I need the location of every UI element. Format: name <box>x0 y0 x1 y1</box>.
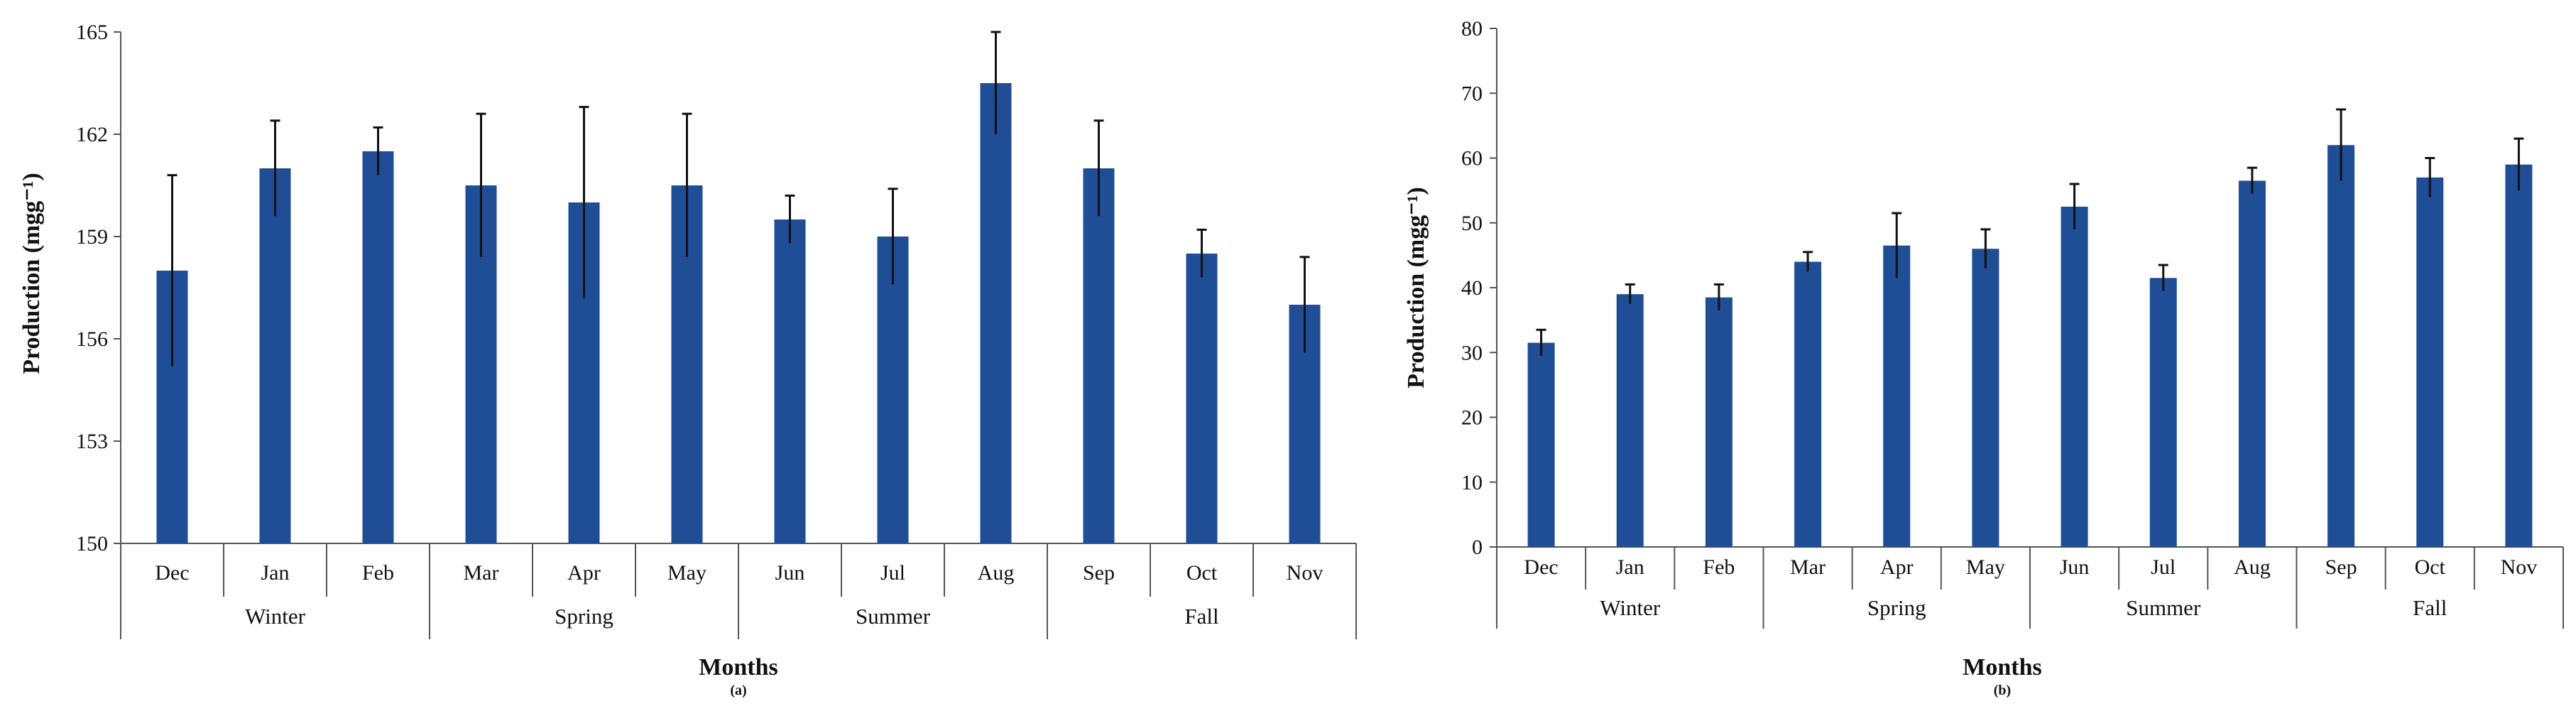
bar-may <box>1972 249 1999 547</box>
bar-jan <box>1616 294 1644 547</box>
y-tick-label: 80 <box>1461 17 1483 40</box>
bar-aug <box>2238 180 2266 547</box>
x-tick-label: May <box>667 561 706 585</box>
chart-b: Production (mgg⁻¹) Months (b) 0 10 20 30 40 5… <box>1403 17 2564 698</box>
bar-jul <box>877 237 909 543</box>
x-tick-label: Jan <box>261 561 290 585</box>
x-tick-label: May <box>1966 555 2005 579</box>
bar-jan <box>259 168 291 543</box>
group-label-summer: Summer <box>2126 595 2201 620</box>
chart-b-axes <box>1490 28 2564 629</box>
x-tick-label: Jul <box>880 561 905 585</box>
x-tick-label: Oct <box>1186 561 1218 585</box>
bar-jul <box>2149 278 2177 547</box>
x-tick-label: Jul <box>2151 555 2176 579</box>
bar-feb <box>362 151 394 543</box>
chart-a: Production (mgg⁻¹) Months (a) 1501531561… <box>18 21 1357 698</box>
bar-oct <box>2416 177 2444 547</box>
x-tick-label: Jan <box>1616 555 1644 579</box>
x-tick-label: Mar <box>464 561 499 585</box>
chart-b-labels: 0 10 20 30 40 50 60 70 80 Dec Jan Feb Mar Apr May Jun Ju… <box>1461 17 2537 620</box>
x-tick-label: Sep <box>1083 561 1115 585</box>
chart-a-axes <box>114 31 1357 639</box>
bar-feb <box>1705 297 1732 547</box>
x-tick-label: Mar <box>1790 555 1825 579</box>
x-tick-label: Jun <box>775 561 805 585</box>
x-tick-label: Oct <box>2415 555 2446 579</box>
y-tick-label: 60 <box>1461 147 1483 170</box>
bar-oct <box>1186 254 1218 543</box>
bar-jun <box>774 219 806 543</box>
y-tick-label: 153 <box>76 430 108 453</box>
bar-apr <box>1883 245 1911 547</box>
x-tick-label: Feb <box>362 561 394 585</box>
group-label-spring: Spring <box>555 604 613 629</box>
y-tick-label: 150 <box>76 532 108 555</box>
chart-a-xlabel: Months <box>699 654 777 680</box>
y-tick-label: 20 <box>1461 406 1483 430</box>
y-tick-label: 40 <box>1461 276 1483 300</box>
x-tick-label: Dec <box>1524 555 1558 579</box>
chart-a-panel-label: (a) <box>730 683 746 698</box>
chart-a-ylabel: Production (mgg⁻¹) <box>18 173 45 374</box>
group-label-winter: Winter <box>1600 595 1661 620</box>
bar-mar <box>1794 261 1822 547</box>
x-tick-label: Feb <box>1703 555 1735 579</box>
x-tick-label: Apr <box>1880 555 1914 579</box>
chart-b-panel-label: (b) <box>1994 683 2011 698</box>
bar-nov <box>2505 164 2533 547</box>
bar-dec <box>1527 342 1555 547</box>
x-tick-label: Apr <box>567 561 601 585</box>
y-tick-label: 0 <box>1472 536 1483 559</box>
y-tick-label: 162 <box>76 123 108 146</box>
x-tick-label: Sep <box>2325 555 2357 579</box>
chart-b-bars <box>1527 108 2533 547</box>
x-tick-label: Aug <box>978 561 1015 585</box>
y-tick-label: 10 <box>1461 471 1483 494</box>
y-tick-label: 165 <box>76 21 108 44</box>
chart-b-xlabel: Months <box>1963 654 2041 680</box>
group-label-winter: Winter <box>245 604 306 629</box>
bar-jun <box>2061 206 2088 547</box>
x-tick-label: Nov <box>2501 555 2538 579</box>
group-label-spring: Spring <box>1867 595 1926 620</box>
group-label-summer: Summer <box>856 604 931 629</box>
chart-a-labels: 150 153 156 159 162 165 Dec Jan Feb Mar Apr May Jun J… <box>76 21 1323 629</box>
x-tick-label: Nov <box>1287 561 1324 585</box>
chart-a-bars <box>156 31 1321 543</box>
bar-aug <box>980 83 1012 543</box>
y-tick-label: 30 <box>1461 341 1483 364</box>
x-tick-label: Dec <box>155 561 189 585</box>
bar-sep <box>1083 168 1115 543</box>
group-label-fall: Fall <box>1184 604 1218 629</box>
y-tick-label: 159 <box>76 225 108 249</box>
bar-sep <box>2327 145 2355 547</box>
y-tick-label: 70 <box>1461 82 1483 105</box>
x-tick-label: Aug <box>2234 555 2271 579</box>
group-label-fall: Fall <box>2413 595 2447 620</box>
chart-b-ylabel: Production (mgg⁻¹) <box>1403 187 1429 388</box>
y-tick-label: 156 <box>76 327 108 351</box>
y-tick-label: 50 <box>1461 212 1483 235</box>
x-tick-label: Jun <box>2060 555 2090 579</box>
